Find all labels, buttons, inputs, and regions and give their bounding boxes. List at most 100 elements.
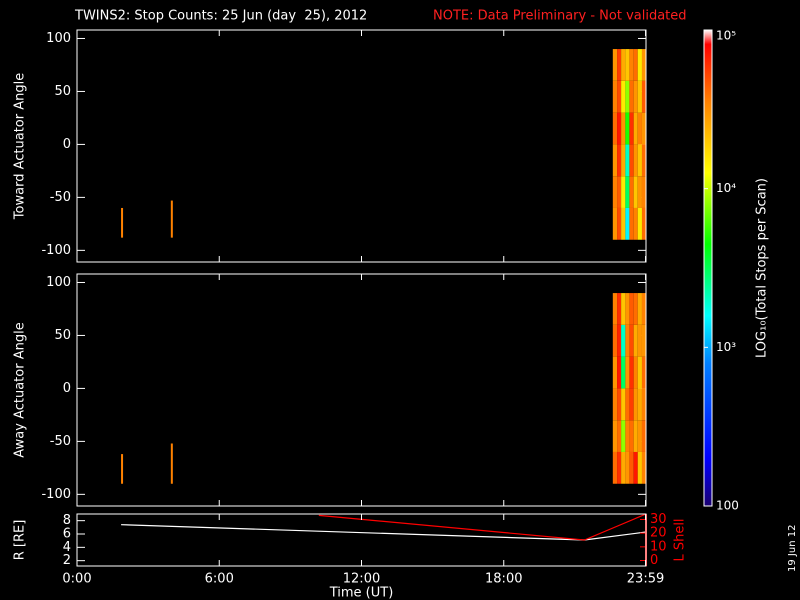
- x-tick-label: 6:00: [205, 572, 234, 587]
- heatmap-cell: [612, 80, 618, 113]
- heatmap-cell: [633, 207, 638, 240]
- y2-tick-label: 10: [650, 539, 667, 554]
- heatmap-cell: [629, 293, 634, 325]
- heatmap-cell: [612, 420, 618, 452]
- heatmap-cell: [633, 293, 638, 325]
- spike: [121, 454, 124, 484]
- heatmap-cell: [617, 451, 622, 484]
- x-tick-label: 23:59: [627, 572, 664, 587]
- heatmap-cell: [621, 207, 626, 240]
- heatmap-cell: [633, 80, 638, 113]
- y-tick-label: 2: [63, 553, 71, 568]
- heatmap-cell: [633, 176, 638, 208]
- spike: [170, 443, 173, 484]
- heatmap-cell: [612, 144, 618, 177]
- heatmap-cell: [641, 324, 646, 357]
- heatmap-cell: [637, 112, 642, 145]
- y2-tick-label: 30: [650, 512, 667, 527]
- heatmap-cell: [621, 176, 626, 208]
- heatmap-cell: [617, 176, 622, 208]
- heatmap-cell: [637, 293, 642, 325]
- heatmap-cell: [633, 420, 638, 452]
- colorbar-tick-label: 100: [716, 499, 739, 513]
- heatmap-cell: [629, 80, 634, 113]
- heatmap-cell: [612, 112, 618, 145]
- heatmap-cell: [625, 356, 630, 389]
- y-tick-label: 100: [46, 275, 71, 290]
- heatmap-cell: [625, 80, 630, 113]
- heatmap-cell: [629, 144, 634, 177]
- heatmap-cell: [617, 80, 622, 113]
- date-stamp: 19 Jun 12: [787, 525, 798, 572]
- heatmap-cell: [625, 388, 630, 421]
- heatmap-cell: [625, 451, 630, 484]
- heatmap-cell: [641, 112, 646, 145]
- heatmap-cell: [629, 176, 634, 208]
- y-tick-label: 0: [63, 137, 71, 152]
- heatmap-cell: [612, 49, 618, 81]
- series-line: [318, 514, 646, 541]
- y-tick-label: 6: [63, 527, 71, 542]
- heatmap-cell: [637, 324, 642, 357]
- heatmap-cell: [617, 207, 622, 240]
- heatmap-cell: [625, 293, 630, 325]
- heatmap-cell: [617, 112, 622, 145]
- heatmap-cell: [629, 388, 634, 421]
- heatmap-cell: [629, 356, 634, 389]
- heatmap-cell: [612, 356, 618, 389]
- y-tick-label: 50: [54, 84, 71, 99]
- colorbar-tick-label: 10⁵: [716, 29, 736, 43]
- heatmap-cell: [629, 324, 634, 357]
- colorbar-tick-label: 10³: [716, 340, 736, 354]
- x-axis-label: Time (UT): [329, 586, 394, 600]
- heatmap-cell: [617, 49, 622, 81]
- colorbar: [703, 29, 713, 507]
- heatmap-cell: [641, 451, 646, 484]
- chart-title: TWINS2: Stop Counts: 25 Jun (day 25), 20…: [74, 9, 367, 24]
- heatmap-cell: [625, 176, 630, 208]
- colorbar-label: LOG₁₀(Total Stops per Scan): [755, 178, 770, 358]
- y-tick-label: 8: [63, 513, 71, 528]
- heatmap-cell: [637, 420, 642, 452]
- heatmap-cell: [637, 356, 642, 389]
- heatmap-cell: [637, 144, 642, 177]
- heatmap-cell: [617, 144, 622, 177]
- heatmap-cell: [629, 207, 634, 240]
- heatmap-cell: [641, 207, 646, 240]
- heatmap-cell: [617, 420, 622, 452]
- heatmap-cell: [633, 388, 638, 421]
- heatmap-cell: [633, 144, 638, 177]
- heatmap-cell: [612, 207, 618, 240]
- heatmap-cell: [637, 388, 642, 421]
- y2-axis-label: L Shell: [673, 518, 688, 561]
- heatmap-cell: [621, 388, 626, 421]
- note: NOTE: Data Preliminary - Not validated: [433, 9, 687, 24]
- heatmap-cell: [625, 420, 630, 452]
- heatmap-cell: [641, 356, 646, 389]
- heatmap-cell: [612, 451, 618, 484]
- heatmap-cell: [621, 80, 626, 113]
- heatmap-cell: [625, 49, 630, 81]
- y-tick-label: 100: [46, 31, 71, 46]
- heatmap-cell: [633, 112, 638, 145]
- heatmap-cell: [629, 420, 634, 452]
- heatmap-cell: [641, 293, 646, 325]
- heatmap-cell: [641, 420, 646, 452]
- spike: [121, 207, 124, 238]
- heatmap-cell: [617, 324, 622, 357]
- heatmap-cell: [612, 388, 618, 421]
- heatmap-cell: [617, 356, 622, 389]
- y-tick-label: 4: [63, 540, 71, 555]
- y-axis-label: Away Actuator Angle: [13, 322, 28, 457]
- line-group: [121, 514, 646, 541]
- panel-frame: [76, 513, 647, 567]
- heatmap-cell: [621, 144, 626, 177]
- heatmap-cell: [625, 112, 630, 145]
- panel-frame: [76, 273, 647, 507]
- heatmap-cell: [629, 451, 634, 484]
- x-tick-label: 12:00: [343, 572, 380, 587]
- heatmap-cell: [641, 388, 646, 421]
- heatmap-cell: [621, 451, 626, 484]
